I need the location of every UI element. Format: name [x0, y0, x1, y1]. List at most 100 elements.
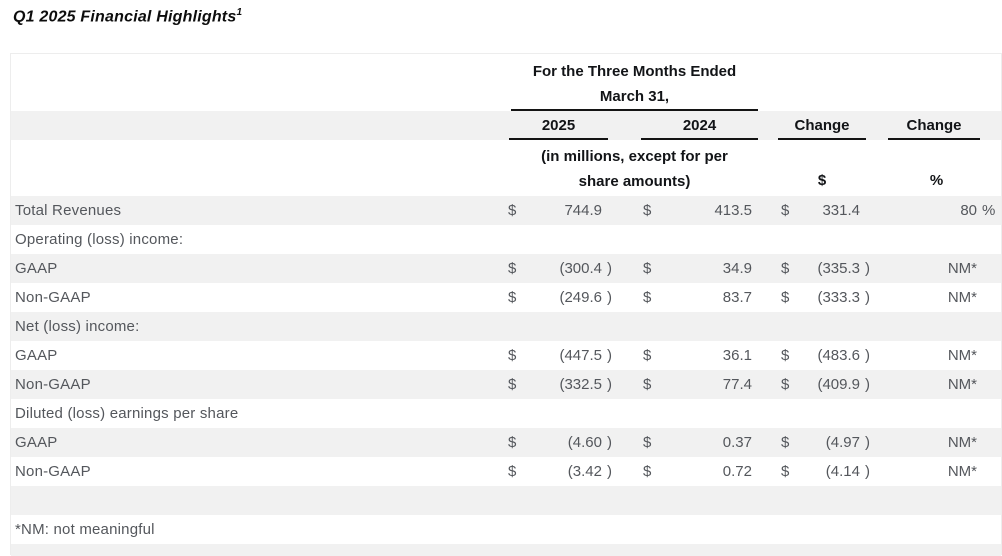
table-row: Total Revenues $744.9 $413.5 $331.4 80%	[11, 196, 1001, 225]
value-change-dollar-paren: )	[865, 260, 870, 277]
period-header-line1: For the Three Months Ended	[532, 63, 737, 80]
row-label: GAAP	[15, 260, 58, 277]
value-change-dollar: 331.4	[822, 202, 860, 219]
table-header: For the Three Months Ended March 31, 202…	[11, 54, 1001, 196]
currency-symbol: $	[781, 260, 790, 277]
value-change-dollar-cell: $ (483.6	[781, 347, 860, 364]
table-row-spacer-bottom	[11, 544, 1001, 556]
table-row-section: Diluted (loss) earnings per share	[11, 399, 1001, 428]
value-change-dollar-cell: $ (409.9	[781, 376, 860, 393]
value-2025: (332.5	[559, 376, 602, 393]
value-change-dollar-paren: )	[865, 463, 870, 480]
table-row-footnote: *NM: not meaningful	[11, 515, 1001, 544]
value-2024: 0.37	[722, 434, 752, 451]
value-2025: (3.42	[567, 463, 602, 480]
value-2025-paren: )	[607, 463, 612, 480]
table-body: Total Revenues $744.9 $413.5 $331.4 80% Opera…	[11, 196, 1001, 556]
value-change-pct: NM*	[947, 463, 977, 480]
column-header-change-dollar: Change	[794, 117, 850, 134]
value-2024-cell: $77.4	[643, 376, 752, 393]
table-row: Non-GAAP $ (332.5) $77.4 $ (409.9) NM*	[11, 370, 1001, 399]
row-label: Non-GAAP	[15, 376, 91, 393]
currency-symbol: $	[508, 434, 517, 451]
currency-symbol: $	[508, 202, 517, 219]
value-change-pct: NM*	[947, 289, 977, 306]
period-header: For the Three Months Ended March 31,	[511, 59, 758, 109]
value-change-dollar-cell: $ (4.97	[781, 434, 860, 451]
value-change-pct: 80	[960, 202, 977, 219]
table-row: Non-GAAP $ (3.42) $0.72 $ (4.14) NM*	[11, 457, 1001, 486]
value-change-dollar: (333.3	[817, 289, 860, 306]
page-title-footnote-marker: 1	[236, 7, 243, 18]
currency-symbol: $	[508, 376, 517, 393]
value-2025-cell: $ (3.42	[508, 463, 602, 480]
value-change-dollar-paren: )	[865, 289, 870, 306]
value-change-dollar-cell: $331.4	[781, 202, 860, 219]
value-change-dollar-cell: $ (4.14	[781, 463, 860, 480]
header-band	[11, 111, 1001, 140]
value-2025-paren: )	[607, 347, 612, 364]
column-header-change-pct: Change	[906, 117, 962, 134]
units-note-line2: share amounts)	[578, 173, 691, 190]
units-note: (in millions, except for per share amoun…	[511, 144, 758, 194]
column-rule-change-dollar	[778, 138, 866, 140]
value-change-dollar-paren: )	[865, 347, 870, 364]
row-label: Operating (loss) income:	[15, 231, 184, 248]
row-label: *NM: not meaningful	[15, 521, 155, 538]
value-2025-paren: )	[607, 376, 612, 393]
row-label: GAAP	[15, 347, 58, 364]
table-row: GAAP $ (4.60) $0.37 $ (4.97) NM*	[11, 428, 1001, 457]
value-change-dollar: (4.97	[825, 434, 860, 451]
value-2024-cell: $413.5	[643, 202, 752, 219]
currency-symbol: $	[781, 347, 790, 364]
column-header-2024: 2024	[682, 117, 717, 134]
column-header-2025: 2025	[541, 117, 576, 134]
row-label: Non-GAAP	[15, 289, 91, 306]
value-2024: 34.9	[722, 260, 752, 277]
value-2025-paren: )	[607, 289, 612, 306]
value-change-dollar: (409.9	[817, 376, 860, 393]
value-2025: (447.5	[559, 347, 602, 364]
currency-symbol: $	[643, 434, 652, 451]
column-rule-change-pct	[888, 138, 980, 140]
currency-symbol: $	[781, 202, 790, 219]
units-note-line1: (in millions, except for per	[541, 148, 728, 165]
row-label: Net (loss) income:	[15, 318, 140, 335]
table-row-spacer	[11, 486, 1001, 515]
value-change-dollar: (483.6	[817, 347, 860, 364]
value-2024: 413.5	[714, 202, 752, 219]
currency-symbol: $	[643, 376, 652, 393]
value-2025: (249.6	[559, 289, 602, 306]
value-change-dollar: (335.3	[817, 260, 860, 277]
value-change-dollar-paren: )	[865, 376, 870, 393]
row-label: GAAP	[15, 434, 58, 451]
row-label: Diluted (loss) earnings per share	[15, 405, 239, 422]
value-change-pct: NM*	[947, 260, 977, 277]
row-label: Total Revenues	[15, 202, 122, 219]
row-label: Non-GAAP	[15, 463, 91, 480]
column-rule-2025	[509, 138, 608, 140]
value-2024: 83.7	[722, 289, 752, 306]
value-2024-cell: $36.1	[643, 347, 752, 364]
value-2025-cell: $744.9	[508, 202, 602, 219]
value-2024-cell: $34.9	[643, 260, 752, 277]
currency-symbol: $	[643, 347, 652, 364]
table-row: GAAP $ (447.5) $36.1 $ (483.6) NM*	[11, 341, 1001, 370]
currency-symbol: $	[508, 260, 517, 277]
value-2025-cell: $ (249.6	[508, 289, 602, 306]
currency-symbol: $	[781, 376, 790, 393]
value-change-pct: NM*	[947, 347, 977, 364]
column-rule-2024	[641, 138, 758, 140]
value-change-dollar-paren: )	[865, 434, 870, 451]
value-change-dollar-cell: $ (335.3	[781, 260, 860, 277]
value-2024-cell: $0.37	[643, 434, 752, 451]
value-change-pct-symbol: %	[982, 202, 996, 219]
currency-symbol: $	[643, 289, 652, 306]
value-2025-cell: $ (447.5	[508, 347, 602, 364]
value-2024-cell: $83.7	[643, 289, 752, 306]
value-2025: (4.60	[567, 434, 602, 451]
currency-symbol: $	[781, 434, 790, 451]
currency-symbol: $	[508, 463, 517, 480]
value-change-pct: NM*	[947, 434, 977, 451]
currency-symbol: $	[508, 347, 517, 364]
